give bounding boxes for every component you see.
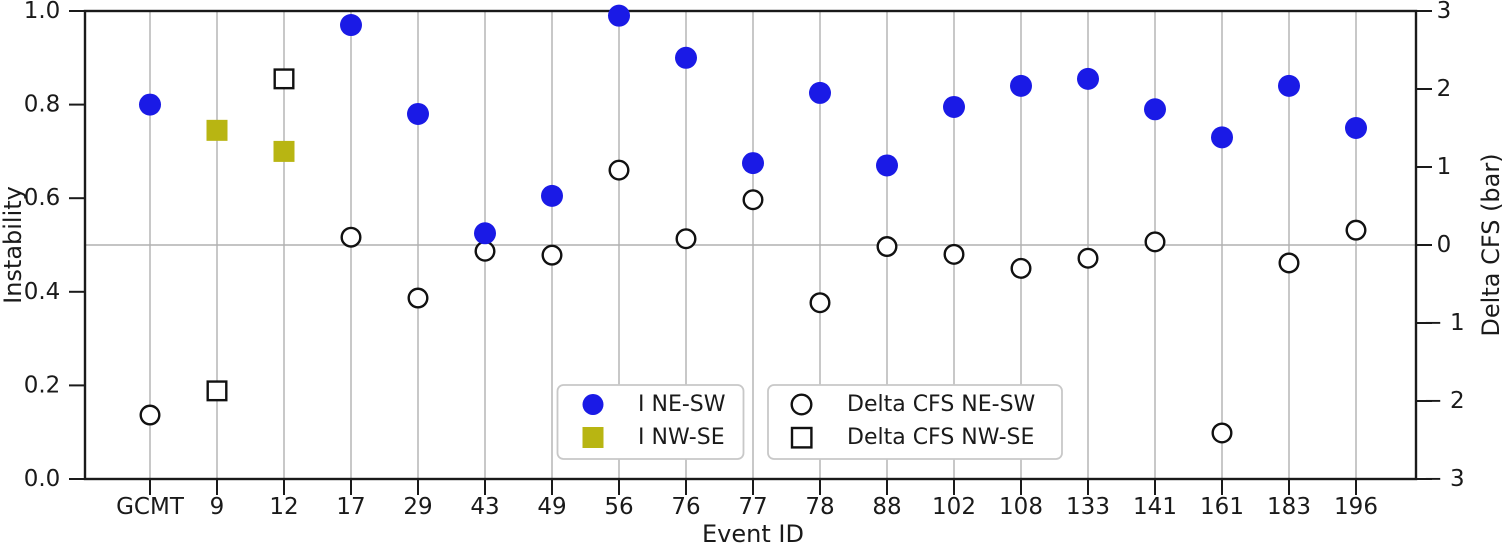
x-tick-label: 133	[1066, 494, 1110, 520]
legend-label-i-ne-sw: I NE-SW	[638, 392, 726, 417]
marker-delta-cfs-ne-sw	[541, 244, 563, 266]
left-tick-label: 1.0	[24, 0, 61, 24]
legend-delta-cfs: Delta CFS NE-SW Delta CFS NW-SE	[767, 384, 1063, 460]
x-tick-label: 161	[1200, 494, 1244, 520]
x-tick-label: 78	[805, 494, 834, 520]
marker-i-ne-sw	[340, 14, 362, 37]
right-tick-label: − 1	[1423, 310, 1464, 336]
marker-i-ne-sw	[876, 154, 898, 177]
ticks-layer: 0.0 0.2 0.4 0.6 0.8 1.0 3 2 1 0 − 1 − 2 − 3 GCMT 9 12 17…	[24, 0, 1465, 520]
legend-label-i-nw-se: I NW-SE	[638, 425, 725, 450]
legend-delta-cfs-box	[767, 384, 1063, 460]
x-tick-label: 196	[1334, 494, 1378, 520]
legend-marker-open-square-icon	[790, 426, 813, 449]
marker-i-ne-sw	[1345, 117, 1367, 139]
marker-delta-cfs-ne-sw	[1345, 219, 1367, 241]
marker-delta-cfs-ne-sw	[943, 243, 965, 265]
marker-i-ne-sw	[139, 93, 161, 116]
right-tick-label: 3	[1437, 0, 1452, 24]
marker-delta-cfs-ne-sw	[340, 226, 362, 248]
marker-i-ne-sw	[675, 46, 697, 69]
marker-delta-cfs-nw-se	[273, 68, 295, 90]
marker-i-ne-sw	[1211, 126, 1233, 149]
left-tick-label: 0.0	[24, 466, 61, 492]
right-tick-label: − 3	[1423, 466, 1464, 492]
right-tick-label: 2	[1437, 76, 1452, 102]
x-tick-label: 102	[932, 494, 976, 520]
legend-instability-box	[556, 384, 745, 460]
legend-marker-filled-circle-icon	[582, 394, 604, 415]
x-tick-label: 12	[269, 494, 298, 520]
marker-delta-cfs-ne-sw	[139, 404, 161, 426]
left-tick-label: 0.2	[24, 372, 61, 398]
marker-delta-cfs-ne-sw	[1077, 247, 1099, 269]
left-tick-label: 0.8	[24, 92, 61, 118]
right-tick-label: − 2	[1423, 388, 1464, 414]
marker-i-nw-se	[273, 140, 295, 162]
left-tick-label: 0.6	[24, 185, 61, 211]
marker-delta-cfs-ne-sw	[675, 228, 697, 250]
marker-i-ne-sw	[742, 152, 764, 175]
marker-i-ne-sw	[541, 184, 563, 207]
x-tick-label: 141	[1133, 494, 1177, 520]
legend-marker-open-circle-icon	[790, 393, 813, 416]
legend-instability: I NE-SW I NW-SE	[556, 384, 745, 460]
marker-delta-cfs-ne-sw	[407, 287, 429, 309]
marker-i-ne-sw	[1278, 74, 1300, 97]
right-tick-label: 0	[1437, 232, 1452, 258]
left-axis-label: Instability	[0, 186, 27, 304]
x-tick-label: 76	[671, 494, 700, 520]
x-tick-label: 77	[738, 494, 767, 520]
marker-delta-cfs-ne-sw	[809, 292, 831, 314]
marker-i-nw-se	[206, 119, 228, 141]
marker-delta-cfs-ne-sw	[1144, 231, 1166, 253]
marker-i-ne-sw	[1144, 98, 1166, 121]
marker-i-ne-sw	[608, 4, 630, 27]
marker-delta-cfs-ne-sw	[876, 236, 898, 258]
legend-marker-filled-square-icon	[582, 427, 604, 448]
x-tick-label: GCMT	[116, 494, 185, 520]
marker-i-ne-sw	[1010, 74, 1032, 97]
x-tick-label: 49	[537, 494, 566, 520]
marker-i-ne-sw	[943, 95, 965, 118]
x-axis-label: Event ID	[702, 520, 804, 548]
marker-i-ne-sw	[474, 222, 496, 245]
marker-delta-cfs-ne-sw	[742, 189, 764, 211]
marker-delta-cfs-ne-sw	[1278, 252, 1300, 274]
legend-label-cfs-nw-se: Delta CFS NW-SE	[847, 425, 1034, 450]
marker-delta-cfs-ne-sw	[1010, 257, 1032, 279]
x-tick-label: 183	[1267, 494, 1311, 520]
x-tick-label: 108	[999, 494, 1043, 520]
marker-i-ne-sw	[407, 102, 429, 125]
marker-delta-cfs-ne-sw	[1211, 422, 1233, 444]
legend-label-cfs-ne-sw: Delta CFS NE-SW	[847, 392, 1036, 417]
right-axis-label: Delta CFS (bar)	[1477, 153, 1505, 336]
x-tick-label: 56	[604, 494, 633, 520]
x-tick-label: 88	[872, 494, 901, 520]
x-tick-label: 43	[470, 494, 499, 520]
marker-delta-cfs-nw-se	[206, 380, 228, 402]
marker-delta-cfs-ne-sw	[474, 240, 496, 262]
marker-i-ne-sw	[809, 81, 831, 104]
right-tick-label: 1	[1437, 154, 1452, 180]
marker-i-ne-sw	[1077, 67, 1099, 90]
marker-delta-cfs-ne-sw	[608, 159, 630, 181]
x-tick-label: 9	[210, 494, 225, 520]
x-tick-label: 29	[403, 494, 432, 520]
markers-layer	[139, 4, 1367, 444]
left-tick-label: 0.4	[24, 279, 61, 305]
x-tick-label: 17	[336, 494, 365, 520]
